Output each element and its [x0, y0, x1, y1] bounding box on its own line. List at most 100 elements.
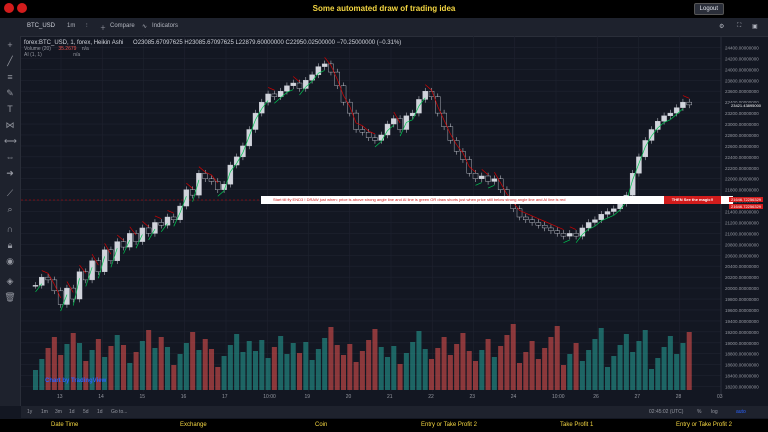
candle-body: [642, 140, 648, 158]
ai-line-segment: [644, 135, 652, 148]
ai-line-segment: [613, 209, 621, 216]
symbol-input[interactable]: BTC_USD: [27, 23, 56, 29]
top-banner: Some automated draw of trading idea Logo…: [0, 0, 768, 18]
range-1m[interactable]: 1m: [41, 409, 48, 415]
zoom-icon[interactable]: ⌕: [7, 204, 13, 214]
brush-icon[interactable]: ✎: [6, 88, 14, 98]
measure-icon[interactable]: ⟋: [6, 188, 14, 198]
compare-button[interactable]: Compare: [110, 23, 135, 29]
volume-bar: [45, 348, 51, 390]
volume-bar: [510, 324, 516, 390]
ai-line-segment: [651, 127, 659, 137]
horizontal-line-icon[interactable]: ≡: [7, 72, 13, 82]
watermark[interactable]: Chart by TradingView: [45, 378, 107, 384]
drawing-toolbar: + ╱ ≡ ✎ T ⋈ ⟷ ⇔ ➜ ⟋ ⌕ ∩ 🔒︎ ◉ ◈ 🗑︎: [0, 36, 21, 406]
candle-body: [215, 181, 221, 190]
volume-bar: [89, 350, 95, 390]
candle-body: [347, 101, 353, 114]
range-1y[interactable]: 1y: [27, 409, 33, 415]
candle-body: [290, 82, 296, 86]
brand-logo-icon-2: [17, 3, 27, 13]
bar-style-icon[interactable]: ⫶: [86, 23, 88, 29]
candle-body: [271, 93, 278, 97]
snapshot-icon[interactable]: ▣: [752, 24, 758, 30]
range-5d[interactable]: 5d: [83, 409, 89, 415]
range-1d-b[interactable]: 1d: [97, 409, 103, 415]
ruler-icon[interactable]: ⟷: [4, 136, 17, 146]
y-tick-label: 22400.00000000: [725, 155, 759, 160]
ai-line-segment: [557, 226, 564, 230]
volume-bar: [542, 348, 548, 390]
auto-toggle[interactable]: auto: [736, 409, 746, 415]
ai-line-segment: [274, 97, 281, 104]
layers-icon[interactable]: ◈: [6, 276, 14, 286]
candle-body: [164, 216, 171, 226]
annotation-cta[interactable]: THEN See the magic!!: [664, 196, 721, 204]
crosshair-icon[interactable]: +: [7, 40, 13, 50]
range-3m[interactable]: 3m: [55, 409, 62, 415]
y-tick-label: 21800.00000000: [725, 188, 759, 193]
utc-clock[interactable]: 02:45:02 (UTC): [649, 409, 684, 415]
visibility-icon[interactable]: ◉: [6, 256, 14, 266]
logout-button[interactable]: Logout: [693, 3, 724, 15]
legend-volume[interactable]: Volume (20): [24, 46, 51, 52]
volume-bar: [397, 364, 403, 390]
candle-body: [246, 129, 252, 147]
chart-area[interactable]: 24400.00000000 24200.00000000 24000.000000…: [21, 36, 768, 406]
ai-line-segment: [148, 228, 156, 241]
interval-button[interactable]: 1m: [67, 23, 76, 29]
ai-line-segment: [387, 124, 395, 131]
candle-body: [114, 241, 120, 261]
price-chart[interactable]: 24400.00000000 24200.00000000 24000.000000…: [21, 36, 768, 406]
volume-bar: [146, 330, 152, 390]
candle-body: [391, 118, 397, 125]
compare-icon: ＋: [100, 26, 107, 32]
volume-bar: [209, 349, 215, 390]
trash-icon[interactable]: 🗑︎: [4, 292, 16, 302]
brand-logo-icon: [4, 3, 14, 13]
volume-bar: [642, 330, 648, 390]
fullscreen-icon[interactable]: ⛶: [737, 23, 742, 29]
candle-body: [259, 101, 265, 114]
percent-toggle[interactable]: %: [697, 409, 702, 415]
volume-bar: [121, 345, 127, 390]
candle-body: [196, 173, 202, 196]
volume-bar: [680, 343, 686, 390]
range-1d[interactable]: 1d: [69, 409, 75, 415]
volume-bar: [139, 341, 145, 390]
candle-body: [95, 260, 102, 272]
volume-bar: [529, 341, 535, 390]
ai-line-segment: [286, 89, 294, 93]
candle-body: [64, 287, 70, 305]
volume-bar: [265, 358, 271, 390]
forecast-icon[interactable]: ⇔: [5, 152, 15, 162]
ai-line-segment: [98, 256, 105, 279]
magnet-icon[interactable]: ∩: [6, 224, 14, 234]
volume-bar: [190, 332, 196, 390]
volume-bar: [64, 344, 70, 390]
trendline-icon[interactable]: ╱: [7, 56, 13, 66]
ai-line-segment: [349, 106, 357, 124]
y-tick-label: 23400.00000000: [725, 100, 759, 105]
trading-idea-annotation[interactable]: Start till fly END3 ! DRAW just when: pr…: [261, 196, 733, 204]
candle-body: [673, 107, 680, 114]
candle-body: [76, 271, 83, 300]
log-toggle[interactable]: log: [711, 409, 718, 415]
settings-icon[interactable]: ⚙: [719, 24, 725, 30]
text-icon[interactable]: T: [7, 104, 13, 114]
indicators-button[interactable]: Indicators: [152, 23, 179, 29]
candle-body: [548, 227, 554, 231]
volume-bar: [504, 335, 510, 390]
y-tick-label: 22000.00000000: [725, 177, 759, 182]
pattern-icon[interactable]: ⋈: [5, 120, 15, 130]
volume-bar: [297, 353, 303, 390]
candle-body: [45, 276, 51, 281]
ai-line-segment: [632, 163, 640, 180]
ai-line-segment: [205, 171, 212, 176]
arrow-icon[interactable]: ➜: [6, 168, 14, 178]
legend-symbol[interactable]: forex:BTC_USD, 1, forex, Heikin Ashi: [24, 40, 124, 46]
goto-button[interactable]: Go to...: [111, 409, 128, 415]
legend-ai[interactable]: AI (1, 1): [24, 52, 42, 58]
footer-date-time: Date Time: [51, 422, 79, 428]
lock-icon[interactable]: 🔒︎: [7, 240, 13, 250]
